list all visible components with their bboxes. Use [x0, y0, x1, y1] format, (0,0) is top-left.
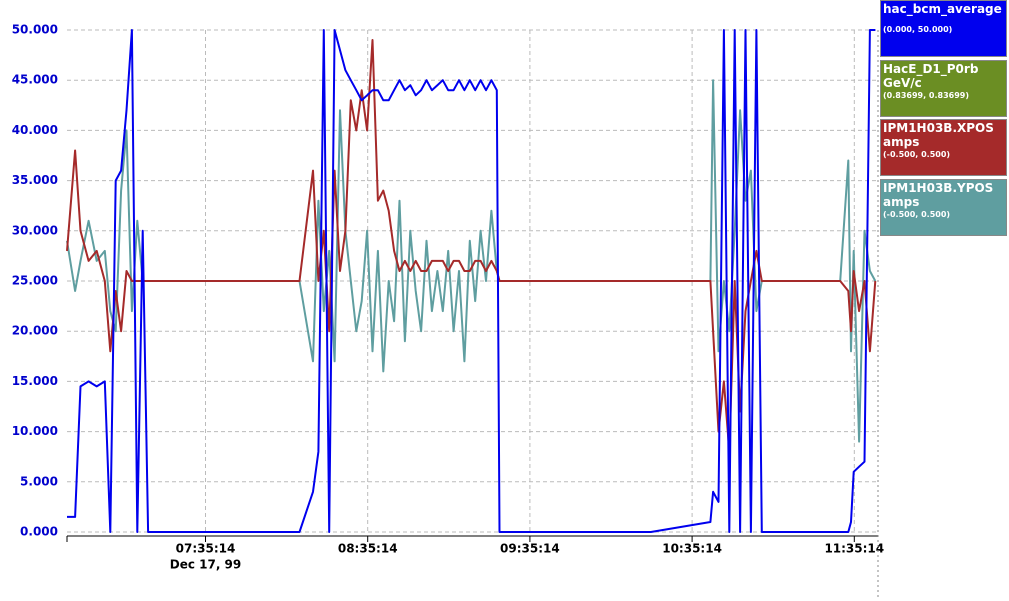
legend-range: (-0.500, 0.500): [883, 150, 951, 159]
legend-entry: IPM1H03B.YPOS amps (-0.500, 0.500): [880, 178, 1007, 236]
legend-text: amps: [883, 135, 920, 149]
y-tick-label: 5.000: [20, 474, 58, 488]
x-tick-label: 11:35:14: [824, 542, 884, 556]
legend-range: (0.83699, 0.83699): [883, 90, 970, 100]
legend-text: hac_bcm_average: [883, 2, 1002, 16]
legend-text: IPM1H03B.XPOS: [883, 121, 994, 135]
legend-entry: HacE_D1_P0rb GeV/c (0.83699, 0.83699): [880, 59, 1007, 117]
y-tick-label: 30.000: [12, 223, 58, 237]
legend-text: GeV/c: [883, 75, 922, 90]
y-tick-label: 20.000: [12, 324, 58, 338]
series-line: [67, 29, 876, 533]
x-tick-label: 08:35:14: [338, 542, 398, 556]
x-tick-label: 09:35:14: [500, 542, 560, 556]
y-tick-label: 25.000: [12, 274, 58, 288]
date-label: Dec 17, 99: [170, 558, 242, 572]
legend-entry: IPM1H03B.XPOS amps (-0.500, 0.500): [880, 119, 1007, 176]
y-tick-label: 45.000: [12, 73, 58, 87]
legend-range: (0.000, 50.000): [883, 25, 953, 34]
y-tick-label: 50.000: [12, 23, 58, 37]
legend-text: amps: [883, 194, 920, 209]
y-tick-label: 10.000: [12, 424, 58, 438]
y-tick-label: 35.000: [12, 173, 58, 187]
y-tick-label: 0.000: [20, 525, 58, 539]
legend-text: HacE_D1_P0rb: [883, 61, 979, 76]
y-tick-label: 15.000: [12, 374, 58, 388]
legend-text: IPM1H03B.YPOS: [883, 180, 994, 195]
legend-range: (-0.500, 0.500): [883, 209, 951, 219]
x-tick-label: 07:35:14: [176, 542, 236, 556]
x-tick-label: 10:35:14: [662, 542, 722, 556]
legend-entry: hac_bcm_average (0.000, 50.000): [880, 0, 1007, 57]
y-tick-label: 40.000: [12, 123, 58, 137]
